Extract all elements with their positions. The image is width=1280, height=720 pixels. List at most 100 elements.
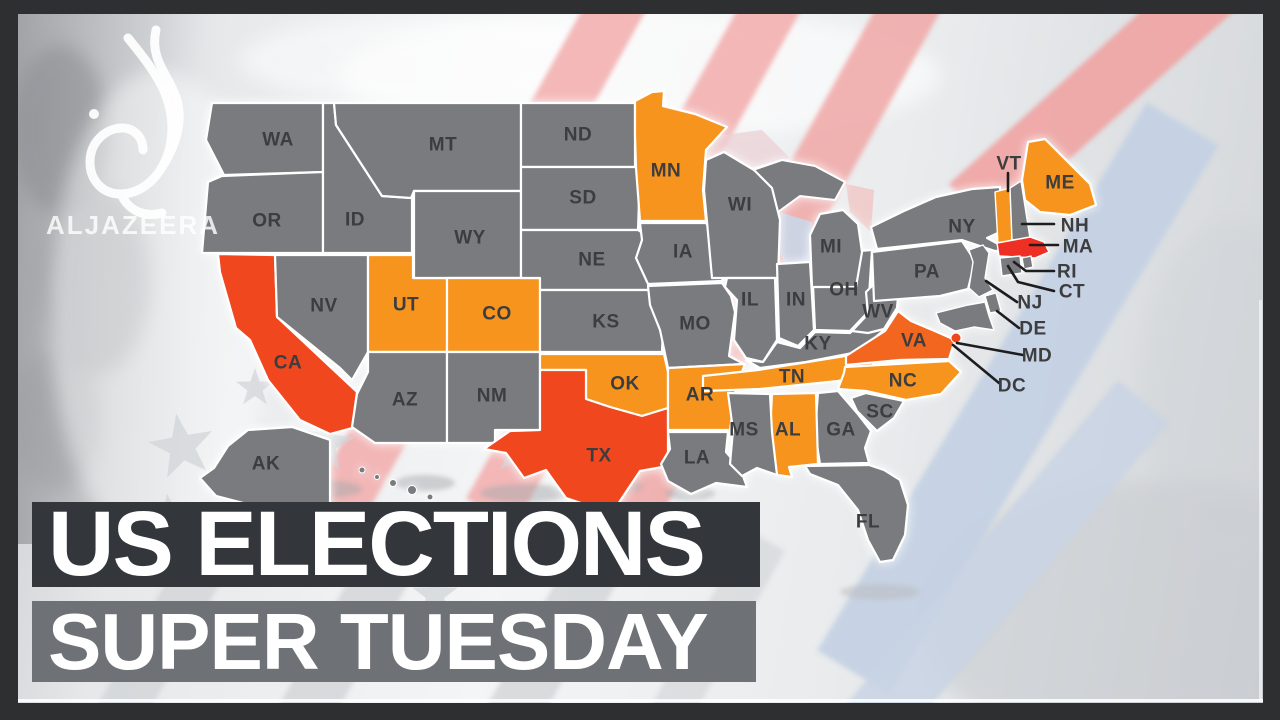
state-or <box>200 170 325 255</box>
state-label-ny: NY <box>948 217 975 238</box>
state-label-sd: SD <box>569 188 596 209</box>
banner-line2: SUPER TUESDAY <box>48 596 709 686</box>
state-label-md: MD <box>1022 346 1053 367</box>
state-la <box>659 430 749 496</box>
state-label-fl: FL <box>856 512 880 533</box>
stripe-blue-2 <box>835 380 1169 703</box>
state-fl <box>803 463 910 564</box>
state-label-nm: NM <box>477 386 508 407</box>
state-label-de: DE <box>1019 319 1046 340</box>
state-label-az: AZ <box>392 390 418 411</box>
state-dc <box>950 332 962 344</box>
state-nj <box>968 244 994 298</box>
state-hi-island-3 <box>389 479 397 487</box>
state-label-ne: NE <box>578 250 605 271</box>
banner-subtitle-bar: SUPER TUESDAY <box>32 597 756 686</box>
lake-huron <box>846 184 874 232</box>
stripe-blue-1 <box>817 102 1219 694</box>
state-label-wa: WA <box>262 130 294 151</box>
state-hi-island-1 <box>358 466 366 474</box>
state-de <box>984 292 1002 314</box>
state-label-al: AL <box>775 420 801 441</box>
state-label-wv: WV <box>862 302 894 323</box>
state-label-vt: VT <box>996 154 1021 175</box>
state-label-me: ME <box>1045 173 1075 194</box>
state-ma <box>996 236 1050 259</box>
state-hi-island-2 <box>374 474 380 480</box>
state-in <box>775 260 816 348</box>
state-hi-island-4 <box>407 485 417 495</box>
state-nc <box>836 359 963 402</box>
state-label-nc: NC <box>889 371 917 392</box>
leader-nj-line <box>984 279 1019 304</box>
state-label-ca: CA <box>274 353 302 374</box>
state-label-mi: MI <box>820 237 842 258</box>
letterbox-right <box>1263 0 1280 720</box>
banner-line1: US ELECTIONS <box>48 493 706 595</box>
star-decor-9 <box>412 571 458 615</box>
state-label-pa: PA <box>914 262 940 283</box>
star-decor-3 <box>236 368 274 405</box>
state-label-oh: OH <box>829 280 859 301</box>
letterbox-left <box>0 0 18 720</box>
state-label-nh: NH <box>1061 216 1089 237</box>
state-label-dc: DC <box>998 376 1026 397</box>
state-label-ut: UT <box>393 295 419 316</box>
state-md <box>935 301 995 332</box>
state-label-mt: MT <box>429 135 457 156</box>
state-mn <box>633 89 729 223</box>
state-label-ri: RI <box>1057 262 1077 283</box>
state-label-ia: IA <box>673 242 693 263</box>
state-label-nv: NV <box>310 296 337 317</box>
state-ct <box>999 255 1023 277</box>
content-right-edge <box>1259 300 1262 700</box>
leader-de-line <box>995 309 1021 330</box>
leader-md-line <box>955 341 1025 357</box>
state-label-nj: NJ <box>1017 293 1042 314</box>
content-bottom-edge <box>18 699 1263 702</box>
aljazeera-flame-icon <box>85 25 184 219</box>
state-label-va: VA <box>901 331 927 352</box>
state-label-or: OR <box>252 211 282 232</box>
letterbox-bottom <box>0 703 1280 720</box>
state-me <box>1020 137 1098 217</box>
leader-ri-line <box>1012 260 1056 273</box>
leader-dc-line <box>951 343 1001 385</box>
state-label-co: CO <box>482 304 512 325</box>
state-va <box>844 309 957 367</box>
callout-leader-lines <box>951 171 1060 385</box>
state-ms <box>726 391 779 478</box>
state-label-mn: MN <box>651 161 682 182</box>
broadcast-content: WA OR CA ID NV UT AZ MT WY CO NM ND SD NE KS OK TX MN IA MO… <box>18 14 1263 703</box>
state-hi-island-5 <box>426 493 434 501</box>
state-wi <box>702 150 782 280</box>
state-label-id: ID <box>345 210 365 231</box>
aljazeera-logo: ALJAZEERA <box>46 25 220 240</box>
state-vt <box>994 187 1013 245</box>
state-label-in: IN <box>786 290 806 311</box>
us-map <box>187 89 1098 564</box>
state-label-ky: KY <box>804 334 831 355</box>
channel-name: ALJAZEERA <box>46 210 220 240</box>
state-label-wy: WY <box>454 228 486 249</box>
state-label-ms: MS <box>729 420 759 441</box>
state-sc <box>849 391 906 433</box>
state-label-tx: TX <box>586 446 611 467</box>
state-label-wi: WI <box>728 195 752 216</box>
state-label-tn: TN <box>779 367 805 388</box>
state-label-ar: AR <box>686 385 714 406</box>
state-label-mo: MO <box>679 314 711 335</box>
star-decor-1 <box>148 413 212 478</box>
graphic-stage: WA OR CA ID NV UT AZ MT WY CO NM ND SD NE KS OK TX MN IA MO… <box>18 14 1263 703</box>
state-label-ma: MA <box>1063 237 1094 258</box>
state-label-ak: AK <box>252 454 280 475</box>
state-ri <box>1021 255 1034 270</box>
leader-ct-line <box>1006 264 1056 293</box>
state-labels: WA OR CA ID NV UT AZ MT WY CO NM ND SD NE KS OK TX MN IA MO… <box>252 125 1094 533</box>
state-label-ct: CT <box>1059 282 1085 303</box>
letterbox-top <box>0 0 1280 14</box>
state-label-ks: KS <box>592 312 619 333</box>
state-mi <box>808 208 864 289</box>
state-label-la: LA <box>684 448 710 469</box>
banner-title-bar: US ELECTIONS <box>32 493 760 595</box>
